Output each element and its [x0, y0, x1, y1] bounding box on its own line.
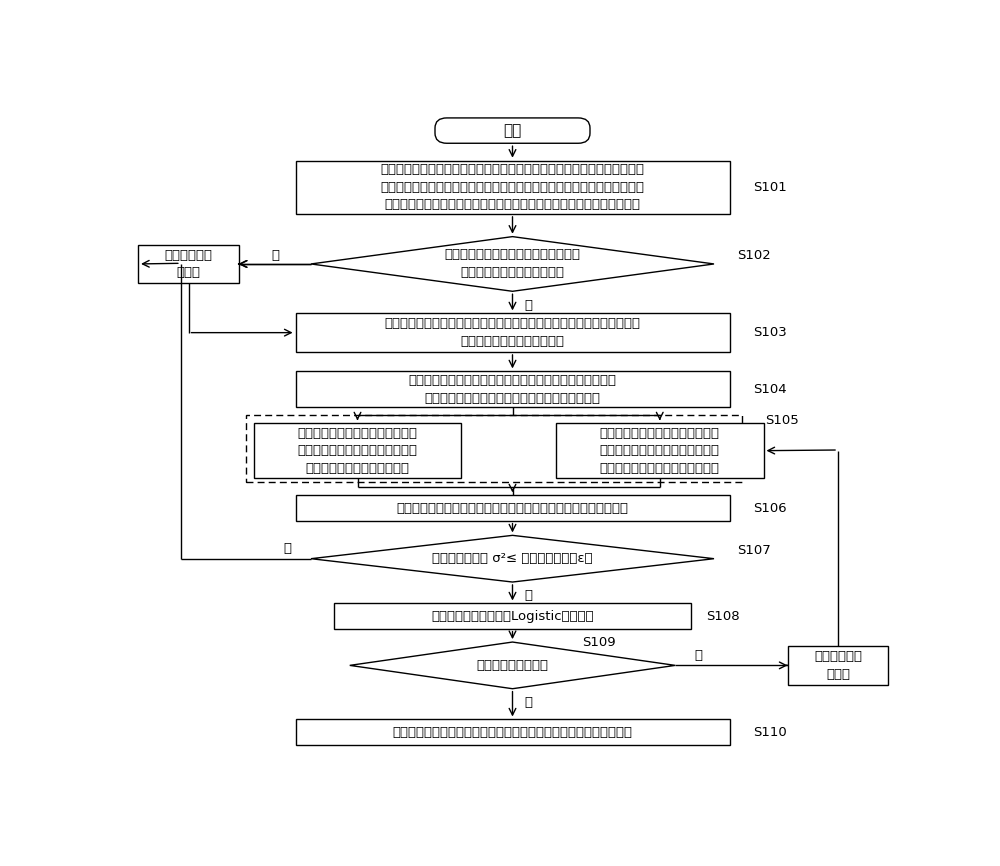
Text: S103: S103: [753, 326, 786, 339]
Text: 否: 否: [284, 542, 292, 555]
Text: 计算燃煤、燃气、燃油、水电、抽蓄、核电运行成本、弃能成本、环境成
本，形成各粒子的初始适应度: 计算燃煤、燃气、燃油、水电、抽蓄、核电运行成本、弃能成本、环境成 本，形成各粒子…: [384, 318, 640, 348]
Text: S108: S108: [706, 610, 740, 623]
Text: S110: S110: [753, 726, 786, 739]
Text: S107: S107: [737, 544, 771, 557]
Text: S109: S109: [582, 636, 616, 649]
Text: 种群适应度方差 σ²≤ 自适应变异阈值ε？: 种群适应度方差 σ²≤ 自适应变异阈值ε？: [432, 553, 593, 565]
Bar: [296, 495, 730, 520]
Text: 开始: 开始: [503, 123, 522, 138]
Text: 更新粒子位置
和速度: 更新粒子位置 和速度: [165, 249, 213, 279]
Text: S104: S104: [753, 383, 786, 396]
Bar: [246, 416, 742, 482]
Text: 更新粒子位置
和速度: 更新粒子位置 和速度: [814, 650, 862, 681]
Text: 是: 是: [524, 300, 532, 313]
Polygon shape: [311, 535, 714, 582]
Text: 评比种群空间和信仰空间的全局最优，作为此次迭代的全局最优值: 评比种群空间和信仰空间的全局最优，作为此次迭代的全局最优值: [396, 501, 629, 514]
Polygon shape: [311, 236, 714, 291]
Bar: [788, 646, 888, 685]
Text: 计算弃能量、调峰需求、调频需求等，
判断各类约束条件是否满足？: 计算弃能量、调峰需求、调频需求等， 判断各类约束条件是否满足？: [444, 249, 580, 280]
Bar: [556, 423, 764, 478]
Text: 对种群全局最优值实行Logistic混沌变异: 对种群全局最优值实行Logistic混沌变异: [431, 610, 594, 623]
Text: S101: S101: [753, 181, 786, 194]
Bar: [334, 604, 691, 629]
Text: 信仰空间：接受操作、粒子群算法
变异、轮盘赌更新形式知识。更新
信仰空间个体最优和全局最优: 信仰空间：接受操作、粒子群算法 变异、轮盘赌更新形式知识。更新 信仰空间个体最优…: [298, 427, 418, 475]
Text: 初始化粒子种群空间：设置种群规模、粒子维数、接受率；
初始化信仰空间：标准知识、形势知识、地形知识: 初始化粒子种群空间：设置种群规模、粒子维数、接受率； 初始化信仰空间：标准知识、…: [409, 374, 616, 404]
Text: 是否满足终止条件？: 是否满足终止条件？: [477, 659, 548, 672]
Text: 是: 是: [524, 695, 532, 708]
Text: 输入原始数据，包括研究场景的负荷；常规电源类型、容量、煤耗率、爬坡
率、出力上下限等特性参数；不同类型水电机组、风、光的预测出力曲线；
单位污染物排放率、成本、: 输入原始数据，包括研究场景的负荷；常规电源类型、容量、煤耗率、爬坡 率、出力上下…: [380, 164, 644, 211]
Bar: [296, 313, 730, 352]
Text: 输出最优结果，给出所有机组的出力安排以及目标函数中的各成本值: 输出最优结果，给出所有机组的出力安排以及目标函数中的各成本值: [392, 726, 633, 739]
FancyBboxPatch shape: [435, 118, 590, 143]
Text: S102: S102: [737, 249, 771, 262]
Bar: [296, 372, 730, 407]
Bar: [296, 720, 730, 745]
Polygon shape: [350, 642, 675, 688]
Text: 是: 是: [524, 589, 532, 602]
Bar: [254, 423, 461, 478]
Text: S106: S106: [753, 501, 786, 514]
Bar: [296, 160, 730, 214]
Text: 种群空间：余弦递减函数更新惯性
权重学习因子、评级、自然选择。
更新种群空间个体最优和全局最优: 种群空间：余弦递减函数更新惯性 权重学习因子、评级、自然选择。 更新种群空间个体…: [600, 427, 720, 475]
Text: 否: 否: [694, 649, 702, 662]
Bar: [138, 244, 239, 283]
Text: S105: S105: [765, 414, 799, 427]
Text: 否: 否: [271, 249, 279, 262]
